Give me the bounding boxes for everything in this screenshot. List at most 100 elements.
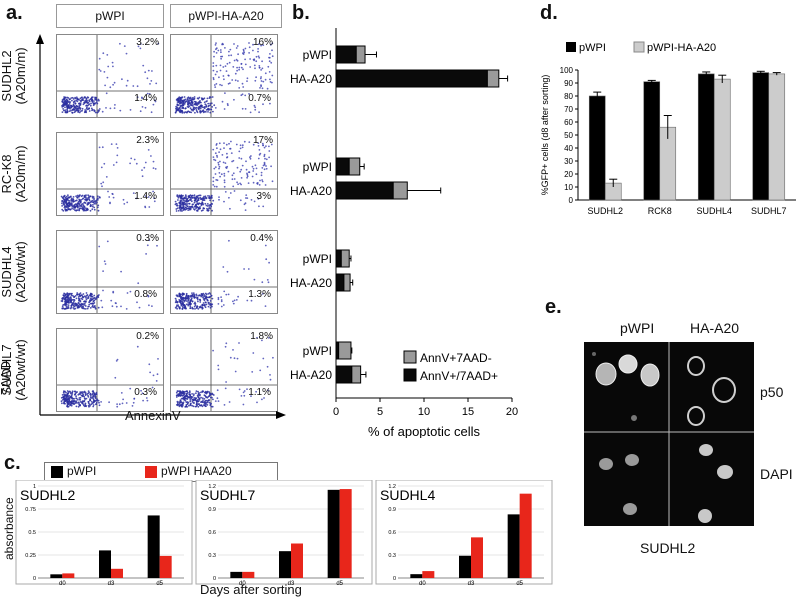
panel-c-label: c.: [4, 452, 21, 474]
c-y-tick-label: 0.3: [388, 553, 396, 559]
y-axis-label-7aad: 7AAD: [0, 361, 13, 395]
quadrant-upper-right-pct: 0.2%: [136, 331, 159, 342]
panel-a-header-ha-a20: pWPI-HA-A20: [170, 4, 282, 28]
legend-text-pwpi: pWPI: [67, 464, 97, 478]
panel-b-label: b.: [292, 2, 310, 24]
quadrant-lower-right-pct: 3%: [256, 191, 271, 202]
c-bar: [279, 551, 291, 578]
c-y-tick-label: 0.9: [388, 507, 396, 513]
panel-a-header-pwpi: pWPI: [56, 4, 164, 28]
micro-col-label-pwpi: pWPI: [620, 320, 655, 336]
b-bar-gray: [343, 273, 351, 292]
b-bar-black: [335, 249, 342, 268]
b-bar-label: HA-A20: [290, 72, 332, 86]
row-label-rck8: RC-K8 (A20m/m): [0, 129, 30, 219]
d-legend-text-ha-a20: pWPI-HA-A20: [647, 42, 716, 54]
c-x-tick-label: d5: [156, 581, 163, 587]
quadrant-upper-right-pct: 0.4%: [250, 233, 273, 244]
c-bar: [339, 489, 352, 578]
c-bar: [327, 489, 340, 578]
b-bar-black: [335, 45, 357, 64]
d-y-tick-label: 100: [560, 66, 574, 75]
c-y-tick-label: 0.9: [208, 507, 216, 513]
c-x-tick-label: d5: [336, 581, 343, 587]
quadrant-lower-right-pct: 1.4%: [134, 93, 157, 104]
b-legend-text-gray: AnnV+7AAD-: [420, 351, 492, 365]
b-x-axis-label: % of apoptotic cells: [368, 424, 481, 438]
c-y-tick-label: 0.6: [208, 530, 216, 536]
c-bar: [291, 543, 303, 578]
b-bar-label: pWPI: [303, 344, 332, 358]
c-y-tick-label: 1.2: [208, 484, 216, 490]
c-y-tick-label: 0: [33, 576, 36, 582]
d-y-tick-label: 70: [564, 105, 573, 114]
c-bar: [459, 555, 471, 578]
flow-plot: 1.8% 1.1%: [170, 328, 278, 412]
legend-text-haa20: pWPI HAA20: [161, 464, 232, 478]
c-y-tick-label: 1.2: [388, 484, 396, 490]
d-y-tick-label: 50: [564, 131, 573, 140]
c-x-tick-label: d5: [516, 581, 523, 587]
micro-row-label-p50: p50: [760, 384, 784, 400]
legend-swatch-pwpi: [51, 466, 63, 478]
b-x-tick-label: 5: [377, 406, 383, 418]
p50-pwpi-cells: [592, 352, 660, 421]
c-x-tick-label: d3: [468, 581, 475, 587]
b-x-tick-label: 10: [418, 406, 430, 418]
dapi-ha-a20-nuclei: [698, 444, 733, 523]
flow-plot: 16% 0.7%: [170, 34, 278, 118]
quadrant-lower-right-pct: 1.4%: [134, 191, 157, 202]
flow-plot: 3.2% 1.4%: [56, 34, 164, 118]
quadrant-lower-right-pct: 1.1%: [248, 387, 271, 398]
absorbance-chart-sudhl7: 0 0.3 0.6 0.9 1.2 d0 d3 d5 SUDHL7: [195, 480, 373, 587]
d-y-tick-label: 40: [564, 144, 573, 153]
c-chart-title: SUDHL7: [200, 487, 255, 503]
d-bar: [588, 95, 606, 201]
c-bar: [410, 574, 423, 578]
b-legend-text-black: AnnV+/7AAD+: [420, 369, 498, 383]
quadrant-upper-right-pct: 0.3%: [136, 233, 159, 244]
flow-plot: 0.4% 1.3%: [170, 230, 278, 314]
b-bar-black: [335, 157, 350, 176]
c-x-tick-label: d3: [288, 581, 295, 587]
b-bar-label: pWPI: [303, 252, 332, 266]
flow-plot: 0.2% 0.3%: [56, 328, 164, 412]
b-bar-gray: [486, 69, 500, 88]
c-bar: [99, 550, 111, 578]
c-x-tick-label: d0: [419, 581, 426, 587]
d-bar: [752, 72, 770, 201]
d-y-tick-label: 80: [564, 92, 573, 101]
c-y-tick-label: 1: [33, 484, 36, 490]
b-bar-black: [335, 365, 353, 384]
c-bar: [242, 571, 255, 578]
d-bar: [713, 78, 731, 201]
micro-caption-sudhl2: SUDHL2: [640, 540, 696, 556]
d-bar: [697, 73, 715, 201]
row-line-name: SUDHL2: [0, 50, 14, 102]
quadrant-upper-right-pct: 2.3%: [136, 135, 159, 146]
d-y-tick-label: 20: [564, 170, 573, 179]
panel-c-legend: pWPI pWPI HAA20: [44, 462, 278, 482]
quadrant-lower-right-pct: 0.3%: [134, 387, 157, 398]
flow-scatter: [57, 231, 163, 313]
quadrant-upper-right-pct: 1.8%: [250, 331, 273, 342]
micro-col-label-ha-a20: HA-A20: [690, 320, 740, 336]
row-genotype: (A20m/m): [13, 145, 28, 203]
b-bar-black: [335, 181, 394, 200]
c-chart-title: SUDHL2: [20, 487, 75, 503]
d-x-tick-label: SUDHL4: [696, 206, 732, 216]
b-legend-swatch-gray: [403, 350, 417, 364]
absorbance-chart-sudhl4: 0 0.3 0.6 0.9 1.2 d0 d3 d5 SUDHL4: [375, 480, 553, 587]
b-bar-label: pWPI: [303, 160, 332, 174]
d-y-tick-label: 30: [564, 157, 573, 166]
c-y-tick-label: 0.25: [25, 553, 36, 559]
d-legend-text-pwpi: pWPI: [579, 42, 606, 54]
c-bar: [159, 555, 172, 578]
c-chart-title: SUDHL4: [380, 487, 435, 503]
absorbance-chart-sudhl2: 0 0.25 0.5 0.75 1 d0 d3 d5 SUDHL2: [15, 480, 193, 587]
row-genotype: (A20wt/wt): [13, 339, 28, 401]
d-x-tick-label: RCK8: [648, 206, 672, 216]
b-bar-label: HA-A20: [290, 368, 332, 382]
d-legend-swatch-ha-a20: [633, 41, 645, 53]
flow-plot: 17% 3%: [170, 132, 278, 216]
